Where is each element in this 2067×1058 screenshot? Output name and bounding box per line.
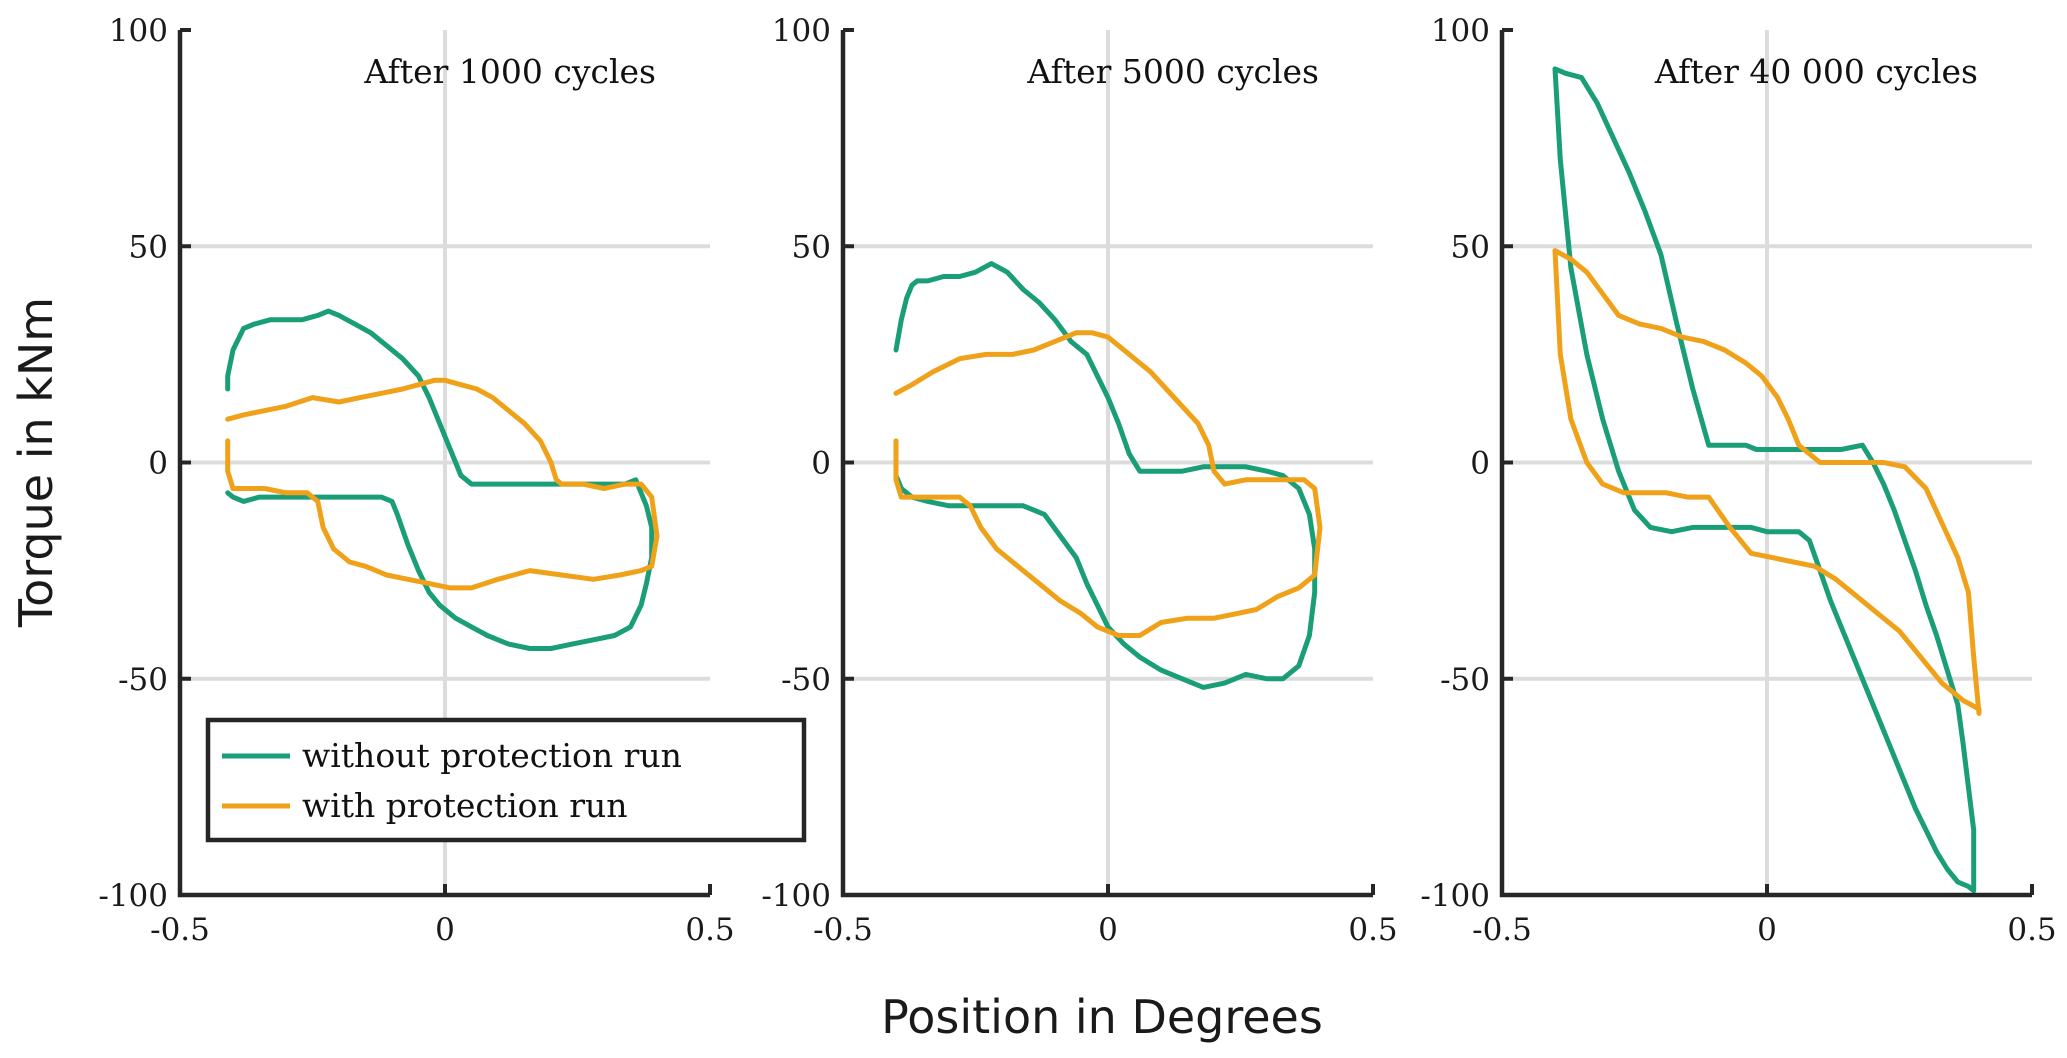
x-tick-label: -0.5: [1472, 912, 1532, 948]
panel-2: -0.5 0 0.5 -100 -50 0 50 100 After 5000 cycles: [761, 13, 1397, 948]
y-tick-label: 0: [1470, 446, 1490, 482]
panel-3: -0.5 0 0.5 -100 -50 0 50 100 After 40 000 cycles: [1420, 13, 2056, 948]
series-without-protection-panel-3: [1552, 66, 1977, 894]
x-tick-label: -0.5: [813, 912, 873, 948]
y-tick-label: 100: [772, 13, 831, 49]
y-tick-label: 50: [792, 229, 831, 265]
x-axis-label: Position in Degrees: [881, 990, 1323, 1044]
panel-title: After 5000 cycles: [1026, 52, 1319, 91]
x-tick-label: 0: [435, 912, 455, 948]
y-tick-label: 0: [148, 446, 168, 482]
y-tick-label: 0: [811, 446, 831, 482]
y-tick-label: -50: [1440, 662, 1490, 698]
x-tick-label: 0.5: [1348, 912, 1397, 948]
y-tick-label: 50: [1451, 229, 1490, 265]
legend-label: without protection run: [302, 736, 682, 775]
y-tick-label: -50: [118, 662, 168, 698]
y-tick-label: -100: [98, 878, 168, 914]
y-tick-label: 50: [129, 229, 168, 265]
x-tick-label: 0.5: [2007, 912, 2056, 948]
x-tick-label: -0.5: [150, 912, 210, 948]
legend-label: with protection run: [302, 786, 628, 825]
legend: without protection run with protection ru…: [205, 717, 807, 843]
x-tick-label: 0.5: [685, 912, 734, 948]
panel-title: After 40 000 cycles: [1654, 52, 1978, 91]
y-tick-label: -100: [761, 878, 831, 914]
series-without-protection-panel-2: [893, 261, 1318, 690]
x-tick-label: 0: [1757, 912, 1777, 948]
y-tick-label: 100: [109, 13, 168, 49]
x-tick-label: 0: [1098, 912, 1118, 948]
legend-box: [205, 717, 807, 843]
panel-title: After 1000 cycles: [363, 52, 656, 91]
y-tick-label: -100: [1420, 878, 1490, 914]
panel-1: -0.5 0 0.5 -100 -50 0 50 100 After 1000 cycles: [98, 13, 734, 948]
y-tick-label: 100: [1431, 13, 1490, 49]
series-without-protection-panel-1: [225, 308, 655, 651]
y-tick-label: -50: [781, 662, 831, 698]
y-axis-label: Torque in kNm: [9, 297, 63, 628]
series-with-protection-panel-3: [1552, 248, 1982, 716]
series-with-protection-panel-2: [893, 330, 1323, 638]
series-with-protection-panel-1: [225, 377, 660, 591]
